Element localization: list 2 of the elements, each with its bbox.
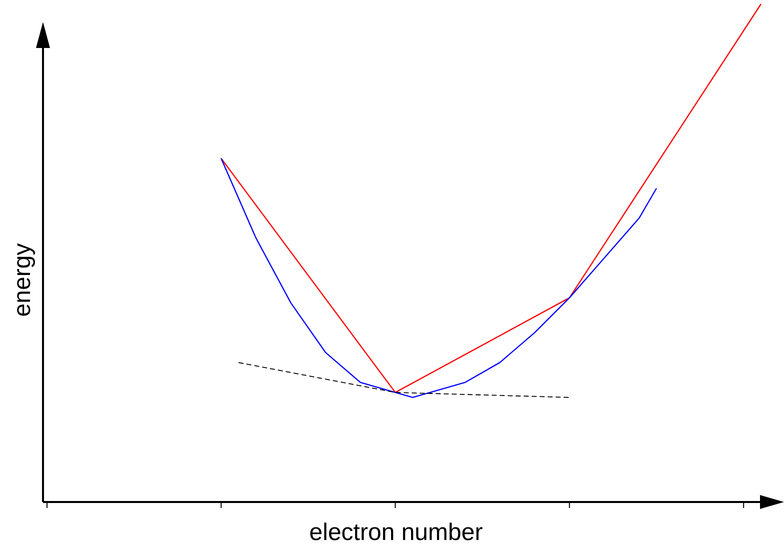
- y-axis-title: energy: [9, 243, 36, 317]
- x-axis-title: electron number: [309, 519, 483, 546]
